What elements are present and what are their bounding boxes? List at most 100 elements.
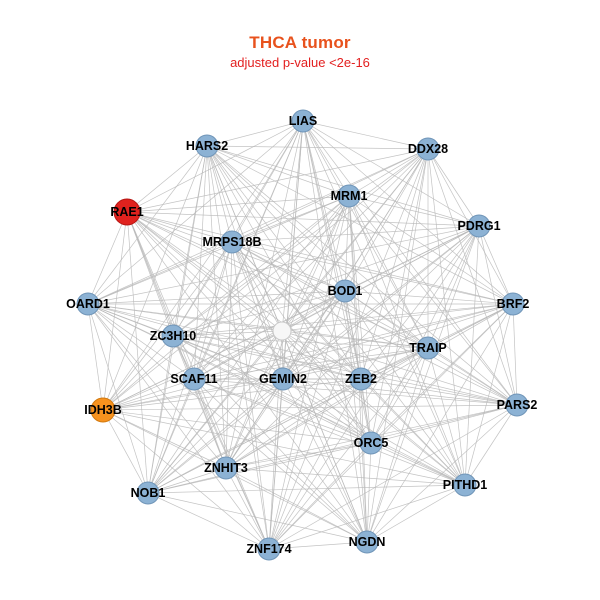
- network-edge: [206, 145, 518, 406]
- network-edge: [344, 290, 466, 486]
- network-edge: [147, 347, 429, 494]
- network-edge: [281, 195, 350, 332]
- network-edge: [102, 409, 227, 469]
- network-edge: [225, 225, 480, 469]
- network-edge: [102, 195, 350, 411]
- network-edge: [193, 290, 346, 380]
- network-node-zc3h10: [161, 324, 185, 348]
- node-label-ddx28: DDX28: [408, 142, 448, 156]
- network-edge: [302, 120, 480, 227]
- network-edge: [268, 442, 372, 550]
- network-edge: [102, 409, 270, 550]
- network-edge: [172, 330, 283, 337]
- network-node-idh3b: [90, 397, 116, 423]
- network-edge: [87, 303, 372, 444]
- network-edge: [102, 303, 514, 411]
- network-edge: [87, 303, 149, 494]
- network-edge: [281, 330, 362, 380]
- network-edge: [147, 442, 372, 494]
- network-edge: [193, 378, 518, 406]
- network-node-nob1: [136, 481, 160, 505]
- network-edge: [102, 404, 518, 411]
- network-edge: [478, 225, 514, 305]
- network-edge: [348, 148, 429, 197]
- node-label-traip: TRAIP: [409, 341, 447, 355]
- network-edge: [172, 335, 362, 380]
- network-edge: [87, 303, 270, 550]
- network-edge: [370, 442, 466, 486]
- network-edge: [147, 290, 346, 494]
- network-node-brf2: [501, 292, 525, 316]
- network-edge: [427, 347, 466, 486]
- network-edge: [147, 378, 195, 494]
- network-edge: [102, 409, 372, 444]
- node-label-ngdn: NGDN: [349, 535, 386, 549]
- network-edge: [102, 409, 368, 543]
- network-edge: [87, 303, 195, 380]
- network-node-traip: [416, 336, 440, 360]
- network-edge: [147, 120, 304, 494]
- network-edge: [225, 241, 233, 469]
- network-edge: [87, 303, 368, 543]
- network-edge: [126, 211, 518, 406]
- network-edge: [231, 241, 368, 543]
- network-edge: [102, 290, 346, 411]
- node-label-bod1: BOD1: [328, 284, 363, 298]
- network-edge: [231, 148, 429, 243]
- network-edge: [225, 442, 372, 469]
- node-label-znf174: ZNF174: [246, 542, 291, 556]
- network-node-pdrg1: [467, 214, 491, 238]
- node-label-pdrg1: PDRG1: [457, 219, 500, 233]
- network-edge: [268, 404, 518, 550]
- network-edge: [225, 347, 429, 469]
- network-edge: [302, 120, 429, 349]
- node-label-lias: LIAS: [289, 114, 317, 128]
- network-edge: [344, 290, 372, 444]
- node-label-nob1: NOB1: [131, 486, 166, 500]
- network-edge: [282, 347, 429, 380]
- network-edge: [172, 120, 304, 337]
- network-edge: [193, 330, 283, 380]
- network-edge: [464, 225, 480, 486]
- network-edge: [102, 148, 429, 411]
- network-edge: [282, 378, 372, 444]
- network-node-ddx28: [416, 137, 440, 161]
- network-edge: [147, 467, 227, 494]
- label-layer: LIAS HARS2 DDX28 MRM1 RAE1 PDRG1 MRPS18B BOD1 OA…: [66, 114, 537, 556]
- network-edge: [225, 467, 368, 543]
- network-node-scaf11: [182, 367, 206, 391]
- network-edge: [225, 120, 304, 469]
- network-edge: [206, 145, 362, 380]
- network-edge: [281, 303, 514, 332]
- network-edge: [231, 241, 346, 292]
- network-edge: [268, 541, 368, 550]
- network-edge: [147, 195, 350, 494]
- network-edge: [147, 335, 174, 494]
- network-edge: [225, 378, 362, 469]
- network-edge: [281, 330, 466, 486]
- network-edge: [348, 195, 466, 486]
- network-edge: [231, 195, 350, 243]
- network-edge: [193, 145, 208, 380]
- network-edge: [193, 241, 233, 380]
- network-edge: [366, 347, 429, 543]
- network-edge: [348, 195, 514, 305]
- network-edge: [366, 484, 466, 543]
- network-edge: [172, 148, 429, 337]
- network-edge: [147, 492, 368, 543]
- network-edge: [360, 378, 368, 543]
- network-edge: [366, 225, 480, 543]
- node-label-rae1: RAE1: [110, 205, 143, 219]
- network-edge: [126, 195, 350, 213]
- network-edge: [102, 409, 466, 486]
- network-edge: [281, 330, 368, 543]
- network-edge: [193, 378, 368, 543]
- network-edge: [126, 211, 195, 380]
- network-edge: [427, 225, 480, 349]
- network-edge: [302, 120, 350, 197]
- network-edge: [206, 145, 480, 227]
- network-edge: [281, 330, 372, 444]
- node-label-idh3b: IDH3B: [84, 403, 122, 417]
